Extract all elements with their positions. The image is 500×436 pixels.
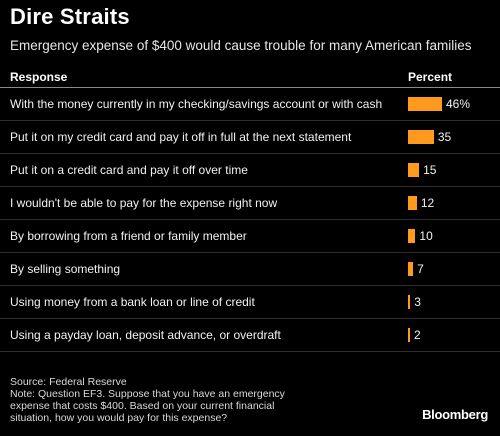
bar — [408, 262, 414, 276]
row-label: I wouldn't be able to pay for the expens… — [10, 196, 278, 210]
bar-value-label: 35 — [437, 130, 452, 144]
row-divider — [0, 120, 500, 121]
row-label: With the money currently in my checking/… — [10, 97, 383, 111]
row-label: By selling something — [10, 262, 121, 276]
row-divider — [0, 252, 500, 253]
chart-title: Dire Straits — [10, 4, 130, 29]
row-divider — [0, 153, 500, 154]
row-label: By borrowing from a friend or family mem… — [10, 229, 247, 243]
row-label: Using money from a bank loan or line of … — [10, 295, 255, 309]
header-divider — [0, 87, 500, 88]
row-divider — [0, 351, 500, 352]
bar — [408, 97, 442, 111]
bar-value-label: 10 — [419, 229, 433, 243]
row-label: Put it on a credit card and pay it off o… — [10, 163, 248, 177]
row-divider — [0, 186, 500, 187]
row-label: Put it on my credit card and pay it off … — [10, 130, 352, 144]
column-header-response: Response — [10, 70, 68, 84]
row-label: Using a payday loan, deposit advance, or… — [10, 328, 281, 342]
row-divider — [0, 318, 500, 319]
bar-value-label: 7 — [417, 262, 424, 276]
chart-subtitle: Emergency expense of $400 would cause tr… — [10, 38, 472, 53]
bar — [408, 130, 434, 144]
bar — [408, 163, 420, 177]
row-divider — [0, 285, 500, 286]
bar — [408, 295, 411, 309]
bar — [408, 196, 417, 210]
question-note: Note: Question EF3. Suppose that you hav… — [10, 388, 285, 424]
bar-value-label: 15 — [423, 163, 437, 177]
bar-value-label: 46% — [446, 97, 471, 111]
bar — [408, 328, 410, 342]
bar-value-label: 3 — [414, 295, 421, 309]
chart-footer: Source: Federal Reserve Note: Question E… — [10, 376, 310, 424]
source-note: Source: Federal Reserve — [10, 376, 127, 388]
column-header-percent: Percent — [408, 70, 453, 84]
bar — [408, 229, 416, 243]
row-divider — [0, 219, 500, 220]
bar-value-label: 2 — [414, 328, 421, 342]
bar-value-label: 12 — [420, 196, 435, 210]
bloomberg-logo: Bloomberg — [422, 407, 488, 422]
